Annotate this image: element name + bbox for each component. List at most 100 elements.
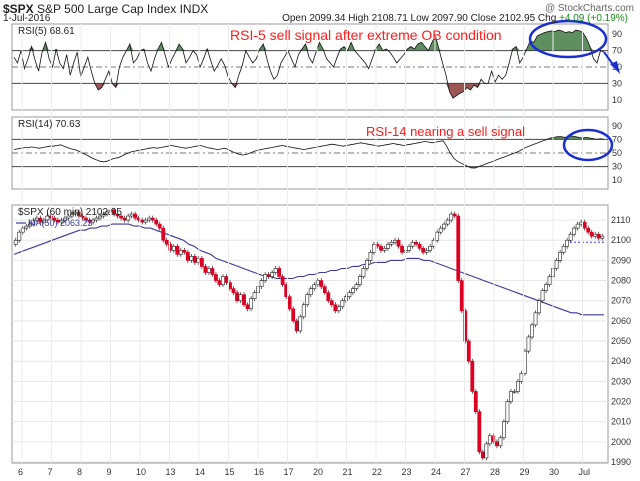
candle-body (91, 219, 95, 223)
candle-body (365, 260, 369, 269)
candle-body (13, 239, 18, 245)
candle-body (308, 288, 313, 295)
index-name: S&P 500 Large Cap Index (37, 2, 177, 16)
candle-body (207, 268, 211, 273)
candle-body (266, 274, 271, 277)
candle-body (31, 219, 36, 225)
candle-body (386, 243, 390, 249)
candle-body (38, 217, 43, 223)
candle-body (407, 245, 411, 251)
price-y-tick: 2040 (611, 356, 631, 366)
candle-body (210, 268, 215, 275)
candle-body (414, 241, 419, 245)
candle-body (312, 284, 317, 289)
close-value: 2102.95 (498, 13, 536, 24)
candle-body (343, 296, 348, 302)
x-tick-label: 7 (48, 467, 53, 477)
candle-body (456, 215, 461, 281)
candle-body (333, 304, 338, 312)
candle-body (273, 268, 278, 273)
candle-body (393, 239, 397, 243)
candle-body (600, 235, 605, 239)
candle-body (24, 225, 29, 229)
candle-body (305, 294, 310, 306)
candle-body (203, 266, 208, 273)
candle-body (526, 336, 531, 352)
candle-body (572, 227, 577, 235)
candle-body (410, 241, 415, 247)
candle-body (41, 219, 46, 223)
candle-body (491, 435, 496, 443)
candle-body (372, 243, 376, 253)
exchange: INDX (179, 2, 209, 16)
candle-body (400, 245, 404, 253)
rsi5-y-tick: 70 (612, 46, 622, 56)
price-y-tick: 2030 (611, 376, 631, 386)
open-value: 2099.34 (309, 13, 346, 24)
change-value: +4.09 (+0.19%) (559, 13, 628, 24)
candle-body (252, 292, 257, 300)
candle-body (505, 401, 510, 422)
candle-body (164, 239, 169, 245)
rsi14-title: RSI(14) 70.63 (18, 119, 81, 130)
candle-body (449, 213, 454, 221)
x-tick-label: 21 (343, 467, 353, 477)
candle-body (27, 223, 32, 227)
candle-body (17, 231, 22, 241)
candle-body (301, 304, 306, 318)
x-tick-label: 22 (372, 467, 382, 477)
price-y-tick: 2090 (611, 255, 631, 265)
price-y-tick: 2000 (611, 437, 631, 447)
candle-body (161, 227, 166, 241)
candle-body (87, 219, 92, 223)
candle-body (101, 213, 106, 217)
candle-body (94, 217, 99, 221)
candle-body (477, 411, 482, 453)
rsi5-title: RSI(5) 68.61 (18, 26, 75, 37)
candle-body (512, 391, 517, 393)
rsi14-annotation: RSI-14 nearing a sell signal (366, 124, 525, 139)
x-tick-label: 9 (107, 467, 112, 477)
candle-body (182, 250, 187, 253)
candle-body (115, 213, 120, 217)
ohlc-readout: Open 2099.34 High 2108.71 Low 2097.90 Cl… (282, 13, 628, 24)
candle-body (466, 340, 471, 362)
candle-body (540, 290, 545, 302)
candle-body (245, 304, 250, 310)
price-y-tick: 2110 (611, 215, 630, 225)
candle-body (280, 276, 285, 285)
candle-body (537, 300, 541, 314)
candle-body (445, 219, 450, 225)
candle-body (192, 256, 197, 263)
price-y-tick: 2080 (611, 276, 631, 286)
candle-body (379, 245, 383, 251)
candle-body (484, 443, 489, 459)
candle-body (544, 284, 548, 291)
candle-body (558, 252, 563, 261)
candle-body (34, 217, 39, 221)
x-tick-label: 8 (77, 467, 82, 477)
rsi5-line (13, 29, 605, 99)
candle-body (70, 213, 74, 217)
candle-body (133, 213, 138, 219)
candle-body (389, 241, 394, 245)
candle-body (185, 252, 190, 261)
candle-body (73, 211, 78, 215)
price-y-tick: 2050 (611, 336, 631, 346)
candle-body (358, 276, 362, 285)
candle-body (129, 213, 134, 217)
rsi5-y-tick: 90 (612, 29, 622, 39)
watermark: @ StockCharts.com (544, 3, 634, 14)
candle-body (157, 223, 162, 229)
candle-body (329, 300, 334, 306)
candle-body (291, 308, 296, 322)
candle-body (509, 391, 513, 402)
x-tick-label: 15 (225, 467, 235, 477)
x-tick-label: 30 (549, 467, 559, 477)
x-tick-label: 6 (18, 467, 23, 477)
candle-body (235, 292, 239, 302)
candle-body (319, 280, 324, 287)
candle-body (575, 223, 580, 229)
chart-date: 1-Jul-2016 (3, 13, 51, 24)
